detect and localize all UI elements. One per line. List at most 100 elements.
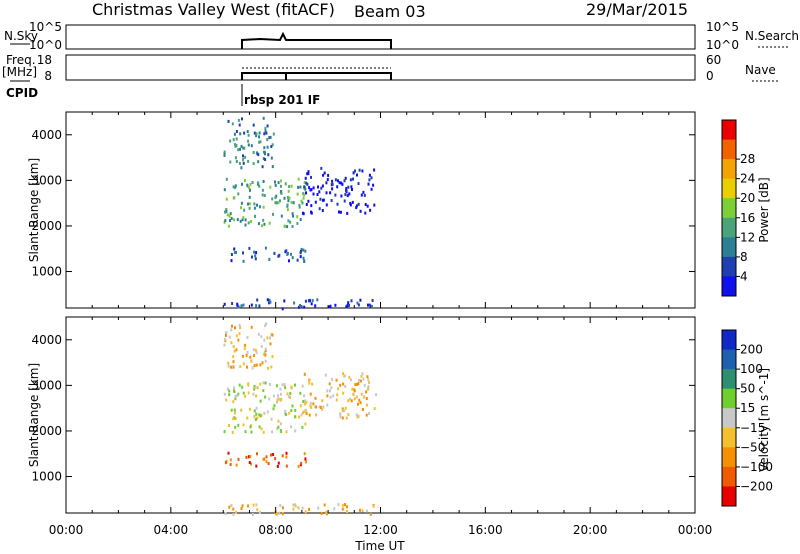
velocity-cell [248,461,251,464]
velocity-cell [254,385,257,389]
velocity-colorbar-tick-label: −200 [740,479,773,493]
velocity-colorbar-swatch [722,349,736,370]
power-cell [334,303,337,307]
power-colorbar-frame [721,119,737,297]
velocity-cell [230,365,233,369]
power-cell [253,202,256,206]
power-cell [244,218,247,222]
velocity-cell [361,372,364,376]
power-cell [343,199,346,203]
power-cell [249,182,252,186]
power-cell [248,186,251,190]
velocity-cell [354,383,357,387]
velocity-cell [230,504,233,507]
freq-trace [241,72,392,80]
velocity-cell [238,383,241,387]
power-cell [263,146,266,150]
velocity-cell [253,387,256,391]
velocity-cell [226,387,229,391]
velocity-cell [232,355,235,359]
velocity-cell [250,325,253,329]
velocity-cell [329,395,332,399]
velocity-cell [299,391,302,395]
velocity-cell [291,404,294,408]
power-cell [274,183,277,187]
power-cell [289,220,292,224]
velocity-cell [290,409,293,413]
power-cell [270,145,273,149]
power-cell [244,223,247,227]
velocity-cell [368,381,371,385]
power-cell [371,305,373,309]
velocity-cell [308,507,310,511]
power-cell [235,130,238,133]
velocity-cell [337,387,340,391]
power-cell [286,195,289,199]
velocity-cell [228,393,231,397]
power-cell [368,173,371,177]
velocity-cell [308,378,311,382]
power-cell [369,208,372,212]
cpid-program: rbsp 201 IF [244,93,320,107]
power-colorbar-tick-label: 28 [740,152,755,166]
power-cell [227,224,230,228]
power-cell [331,182,334,186]
velocity-cell [232,513,235,516]
velocity-cell [299,404,302,408]
power-cell [285,249,288,253]
power-cell [262,116,265,120]
power-cell [258,131,261,135]
velocity-cell [270,453,272,457]
nsky-trace [241,31,392,49]
velocity-cell [258,413,261,417]
power-cell [262,218,265,222]
velocity-cell [325,512,328,516]
power-cell [305,181,308,185]
freq-tick-right-top: 60 [706,53,721,67]
velocity-cell [284,386,287,390]
velocity-cell [332,394,335,398]
velocity-cell [345,416,348,420]
power-cell [329,191,332,195]
velocity-colorbar-swatch [722,330,736,351]
velocity-cell [254,418,257,421]
velocity-cell [277,425,280,429]
velocity-cell [234,394,237,398]
power-cell [257,153,260,157]
power-cell [225,177,228,181]
velocity-cell [285,451,288,455]
power-cell [364,211,367,215]
power-cell [240,144,243,148]
velocity-ytick-label: 1000 [31,470,62,484]
power-cell [264,126,267,130]
power-cell [304,187,307,191]
power-cell [242,251,244,255]
station-title: Christmas Valley West (fitACF) [92,0,335,19]
power-cell [238,161,241,165]
velocity-cell [234,397,237,401]
power-cell [262,180,265,183]
velocity-cell [303,372,306,376]
power-cell [352,171,355,175]
power-cell [254,214,256,218]
power-cell [268,298,271,302]
power-cell [240,166,243,170]
velocity-cell [351,387,354,391]
power-colorbar-swatch [722,217,736,238]
power-cell [361,169,364,173]
power-cell [373,168,376,172]
velocity-cell [257,332,260,336]
velocity-cell [304,457,307,461]
power-cell [252,151,255,154]
power-cell [266,138,269,141]
velocity-cell [269,336,271,340]
velocity-cell [367,385,370,389]
power-ylabel: Slant Range [km] [27,158,41,262]
velocity-cell [302,411,304,415]
power-cell [273,251,276,255]
power-cell [224,210,226,214]
velocity-cell [264,324,267,328]
velocity-cell [281,454,284,458]
velocity-cell [269,342,272,346]
power-cell [357,303,360,307]
